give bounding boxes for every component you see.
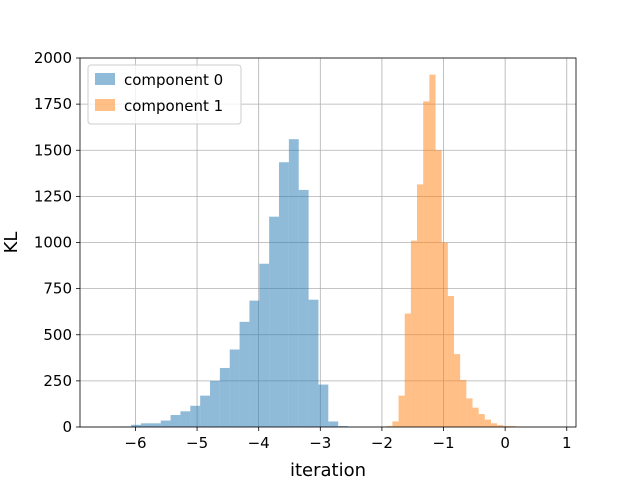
bar-series-1 xyxy=(484,419,491,427)
legend-box xyxy=(87,64,242,125)
y-tick-label: 250 xyxy=(43,372,72,390)
bar-series-0 xyxy=(210,380,220,427)
y-tick-label: 500 xyxy=(43,326,72,344)
y-tick-label: 1750 xyxy=(34,95,72,113)
bar-series-1 xyxy=(398,395,405,427)
bar-series-0 xyxy=(160,420,171,427)
bar-series-0 xyxy=(338,426,349,427)
bar-series-1 xyxy=(466,398,473,427)
bar-series-1 xyxy=(435,150,442,427)
bar-series-1 xyxy=(386,426,393,427)
bar-series-1 xyxy=(392,421,399,427)
legend-label-component-0: component 0 xyxy=(124,71,223,89)
x-tick-label: −5 xyxy=(186,434,208,452)
bar-series-0 xyxy=(200,395,211,427)
legend-swatch-component-1 xyxy=(95,99,115,111)
bar-series-0 xyxy=(259,263,270,427)
bars xyxy=(101,74,528,428)
y-tick-label: 0 xyxy=(62,418,72,436)
bar-series-1 xyxy=(490,423,498,427)
x-tick-label: 1 xyxy=(562,434,572,452)
bar-series-1 xyxy=(404,313,411,427)
x-tick-label: −3 xyxy=(309,434,331,452)
bar-series-1 xyxy=(423,101,430,428)
x-tick-label: −6 xyxy=(124,434,146,452)
bar-series-0 xyxy=(140,423,151,427)
bar-series-1 xyxy=(472,407,479,427)
x-axis-ticks: −6 −5 −4 −3 −2 −1 0 1 xyxy=(124,427,572,452)
bar-series-1 xyxy=(410,240,418,427)
bar-series-1 xyxy=(503,426,510,427)
bar-series-1 xyxy=(478,414,485,427)
legend-label-component-1: component 1 xyxy=(124,97,223,115)
bar-series-0 xyxy=(288,139,299,427)
bar-series-0 xyxy=(279,162,289,427)
y-tick-label: 750 xyxy=(43,280,72,298)
bar-series-0 xyxy=(180,411,191,427)
y-axis-label: KL xyxy=(1,232,22,254)
x-tick-label: 0 xyxy=(500,434,510,452)
bar-series-0 xyxy=(249,300,260,427)
legend: component 0 component 1 xyxy=(87,64,242,125)
bar-series-1 xyxy=(454,354,461,427)
x-axis-label: iteration xyxy=(290,460,366,480)
y-tick-label: 2000 xyxy=(34,49,72,67)
x-tick-label: −1 xyxy=(432,434,454,452)
bar-series-0 xyxy=(170,415,181,427)
bar-series-0 xyxy=(298,189,309,427)
bar-series-0 xyxy=(308,299,319,427)
bar-series-0 xyxy=(190,405,201,427)
bar-series-1 xyxy=(497,425,504,427)
bar-series-0 xyxy=(318,384,329,427)
bar-series-0 xyxy=(269,216,280,427)
y-tick-label: 1000 xyxy=(34,234,72,252)
y-tick-label: 1500 xyxy=(34,141,72,159)
x-tick-label: −2 xyxy=(371,434,393,452)
y-tick-label: 1250 xyxy=(34,187,72,205)
legend-swatch-component-0 xyxy=(95,73,115,85)
bar-series-1 xyxy=(509,426,516,427)
bar-series-1 xyxy=(441,242,448,427)
bar-series-0 xyxy=(239,321,250,427)
bar-series-1 xyxy=(417,184,424,427)
bar-series-1 xyxy=(429,74,436,427)
bar-series-1 xyxy=(447,296,455,427)
y-axis-ticks: 0 250 500 750 1000 1250 1500 1750 2000 xyxy=(34,49,80,436)
bar-series-1 xyxy=(460,379,467,427)
bar-series-0 xyxy=(229,349,240,427)
bar-series-0 xyxy=(131,424,141,427)
bar-series-0 xyxy=(150,423,161,427)
x-tick-label: −4 xyxy=(248,434,270,452)
bar-series-0 xyxy=(328,421,339,427)
bar-series-0 xyxy=(219,367,230,427)
